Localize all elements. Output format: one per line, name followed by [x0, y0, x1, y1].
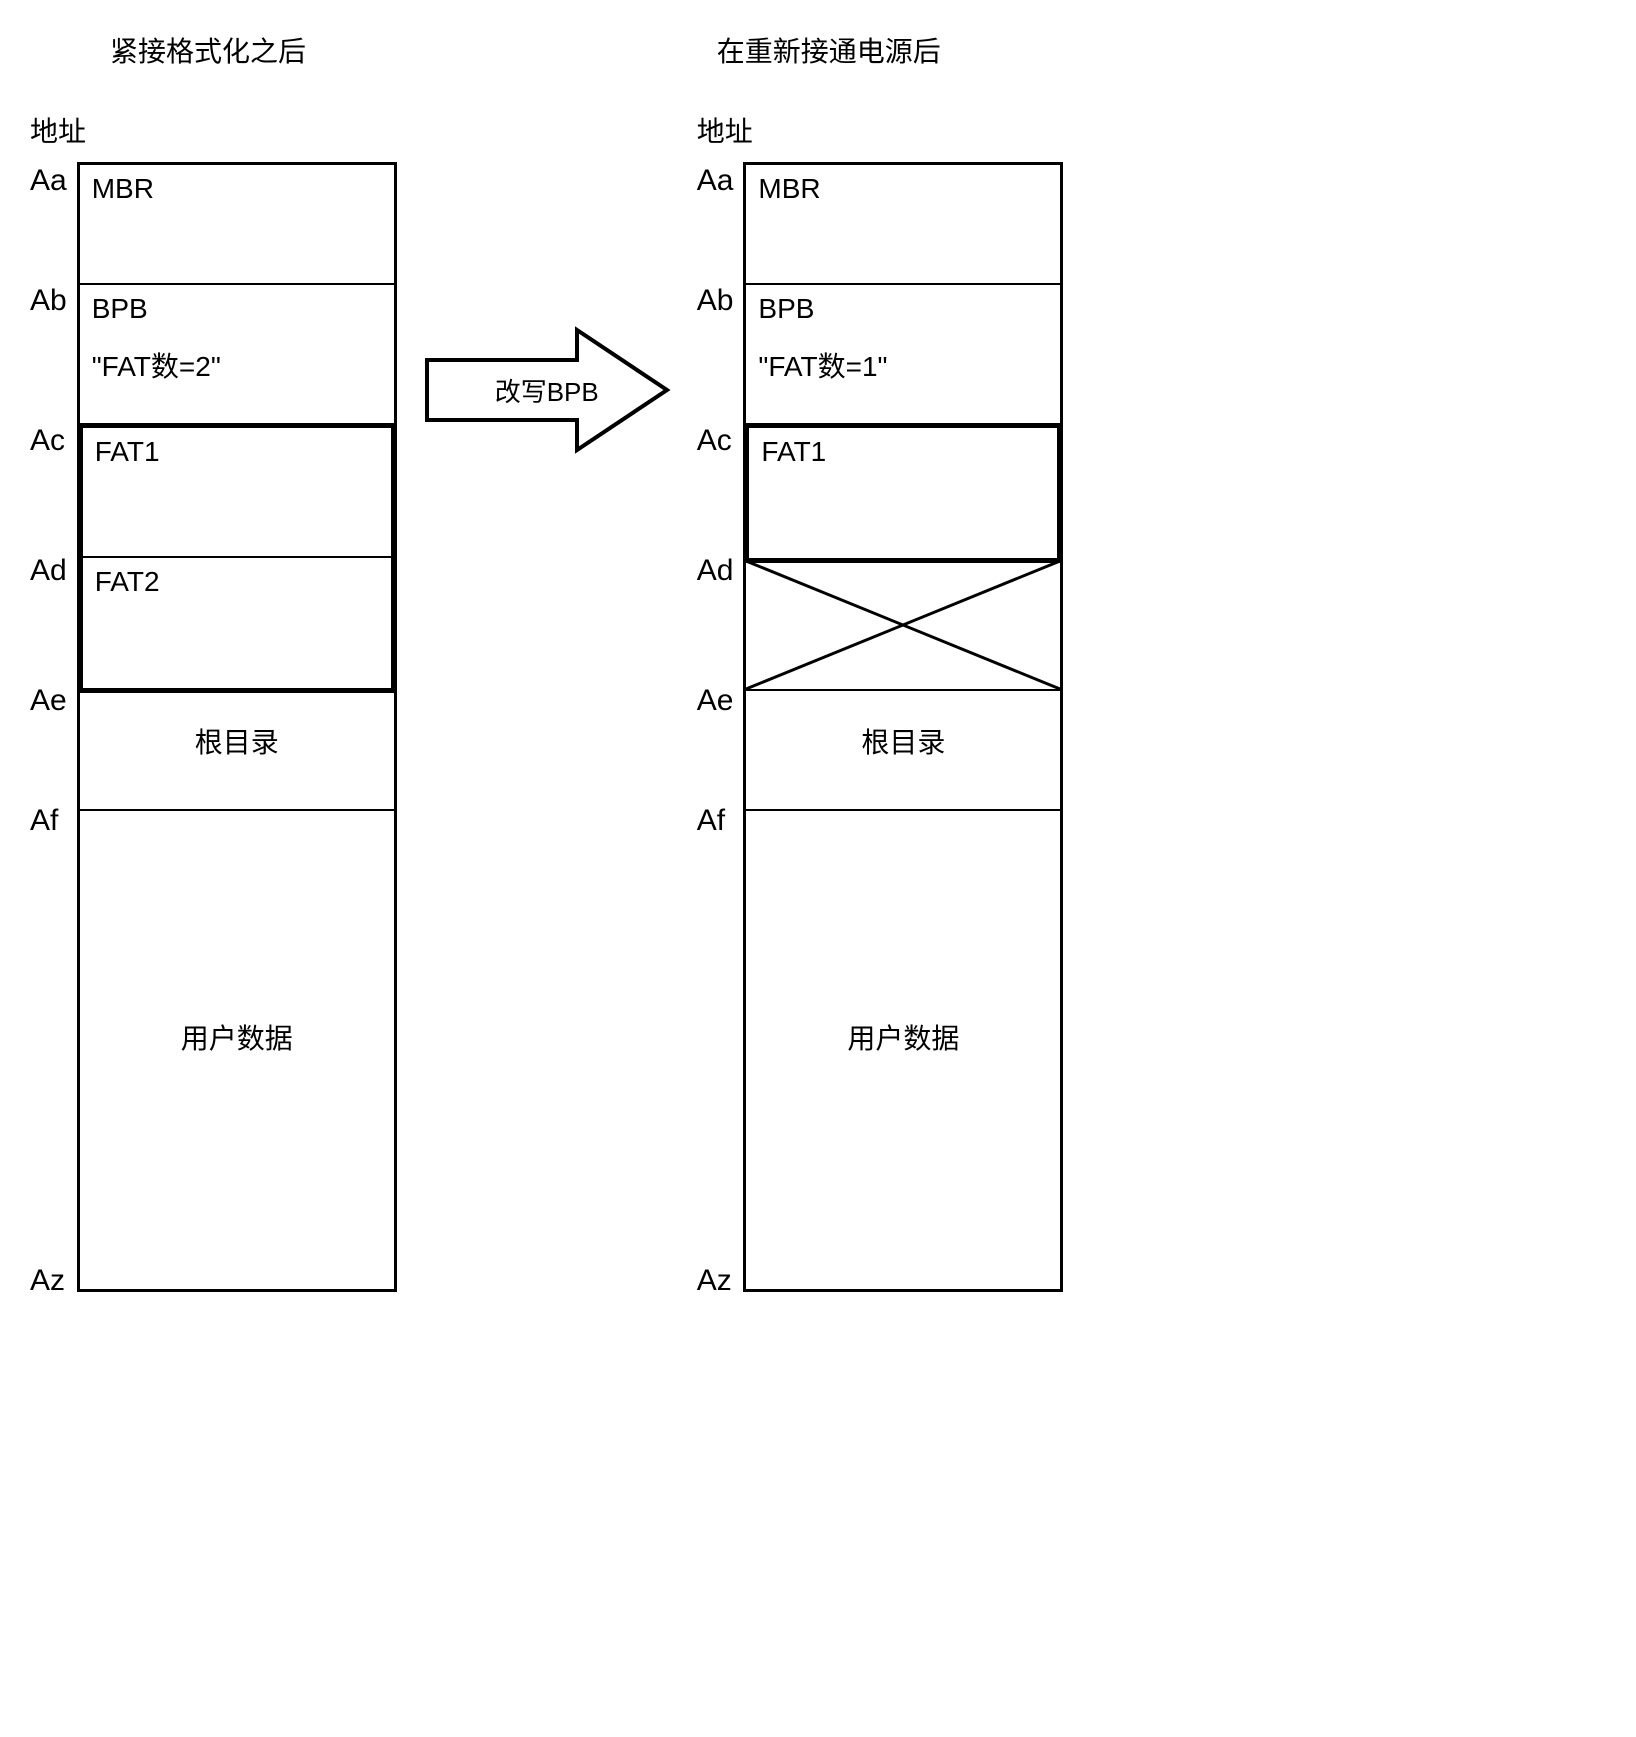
fat-group-right: FAT1	[744, 423, 1062, 563]
left-addr-label: 地址	[30, 110, 397, 150]
left-title: 紧接格式化之后	[110, 30, 397, 70]
addr-Az-r: Az	[697, 1262, 734, 1292]
addr-Ae-r: Ae	[697, 682, 734, 802]
box-fat2: FAT2	[83, 558, 391, 688]
box-mbr: MBR	[80, 165, 394, 285]
mbr-label: MBR	[92, 173, 382, 205]
addr-Ab-r: Ab	[697, 282, 734, 422]
rootdir-label: 根目录	[92, 721, 382, 761]
right-boxes: MBR BPB "FAT数=1" FAT1	[743, 162, 1063, 1292]
addr-Ad-r: Ad	[697, 552, 734, 682]
left-column: 紧接格式化之后 地址 Aa Ab Ac Ad Ae Af Az MBR BPB …	[30, 30, 397, 1292]
bpb-fatnum: "FAT数=2"	[92, 345, 382, 385]
fat1-label-r: FAT1	[761, 436, 1045, 468]
addr-Ae: Ae	[30, 682, 67, 802]
box-bpb-r: BPB "FAT数=1"	[746, 285, 1060, 425]
addr-Ad: Ad	[30, 552, 67, 682]
addr-Ab: Ab	[30, 282, 67, 422]
addr-Af-r: Af	[697, 802, 734, 1262]
left-boxes: MBR BPB "FAT数=2" FAT1 FAT2 根目录	[77, 162, 397, 1292]
fat2-label: FAT2	[95, 566, 379, 598]
box-rootdir: 根目录	[80, 691, 394, 811]
box-fat1-r: FAT1	[749, 428, 1057, 558]
right-addr-label: 地址	[697, 110, 1064, 150]
bpb-fatnum-r: "FAT数=1"	[758, 345, 1048, 385]
box-userdata-r: 用户数据	[746, 811, 1060, 1271]
box-crossed	[746, 561, 1060, 691]
left-diagram: Aa Ab Ac Ad Ae Af Az MBR BPB "FAT数=2" FA	[30, 162, 397, 1292]
fat-group-left: FAT1 FAT2	[78, 423, 396, 693]
arrow-container: 改写BPB	[417, 310, 677, 470]
fat1-label: FAT1	[95, 436, 379, 468]
right-title: 在重新接通电源后	[717, 30, 1064, 70]
addr-Ac: Ac	[30, 422, 67, 552]
right-column: 在重新接通电源后 地址 Aa Ab Ac Ad Ae Af Az MBR BPB…	[697, 30, 1064, 1292]
right-diagram: Aa Ab Ac Ad Ae Af Az MBR BPB "FAT数=1" FA	[697, 162, 1064, 1292]
bpb-label-r: BPB	[758, 293, 1048, 325]
addr-Af: Af	[30, 802, 67, 1262]
box-rootdir-r: 根目录	[746, 691, 1060, 811]
right-addr-col: Aa Ab Ac Ad Ae Af Az	[697, 162, 734, 1292]
box-mbr-r: MBR	[746, 165, 1060, 285]
box-fat1: FAT1	[83, 428, 391, 558]
bpb-label: BPB	[92, 293, 382, 325]
userdata-label-r: 用户数据	[847, 1017, 959, 1057]
addr-Ac-r: Ac	[697, 422, 734, 552]
box-userdata: 用户数据	[80, 811, 394, 1271]
arrow-wrap: 改写BPB	[417, 310, 677, 470]
addr-Az: Az	[30, 1262, 67, 1292]
left-addr-col: Aa Ab Ac Ad Ae Af Az	[30, 162, 67, 1292]
arrow-label: 改写BPB	[495, 372, 599, 409]
box-bpb: BPB "FAT数=2"	[80, 285, 394, 425]
cross-icon	[746, 561, 1060, 689]
userdata-label: 用户数据	[181, 1017, 293, 1057]
mbr-label-r: MBR	[758, 173, 1048, 205]
rootdir-label-r: 根目录	[758, 721, 1048, 761]
diagram-container: 紧接格式化之后 地址 Aa Ab Ac Ad Ae Af Az MBR BPB …	[30, 30, 1606, 1292]
addr-Aa-r: Aa	[697, 162, 734, 282]
addr-Aa: Aa	[30, 162, 67, 282]
